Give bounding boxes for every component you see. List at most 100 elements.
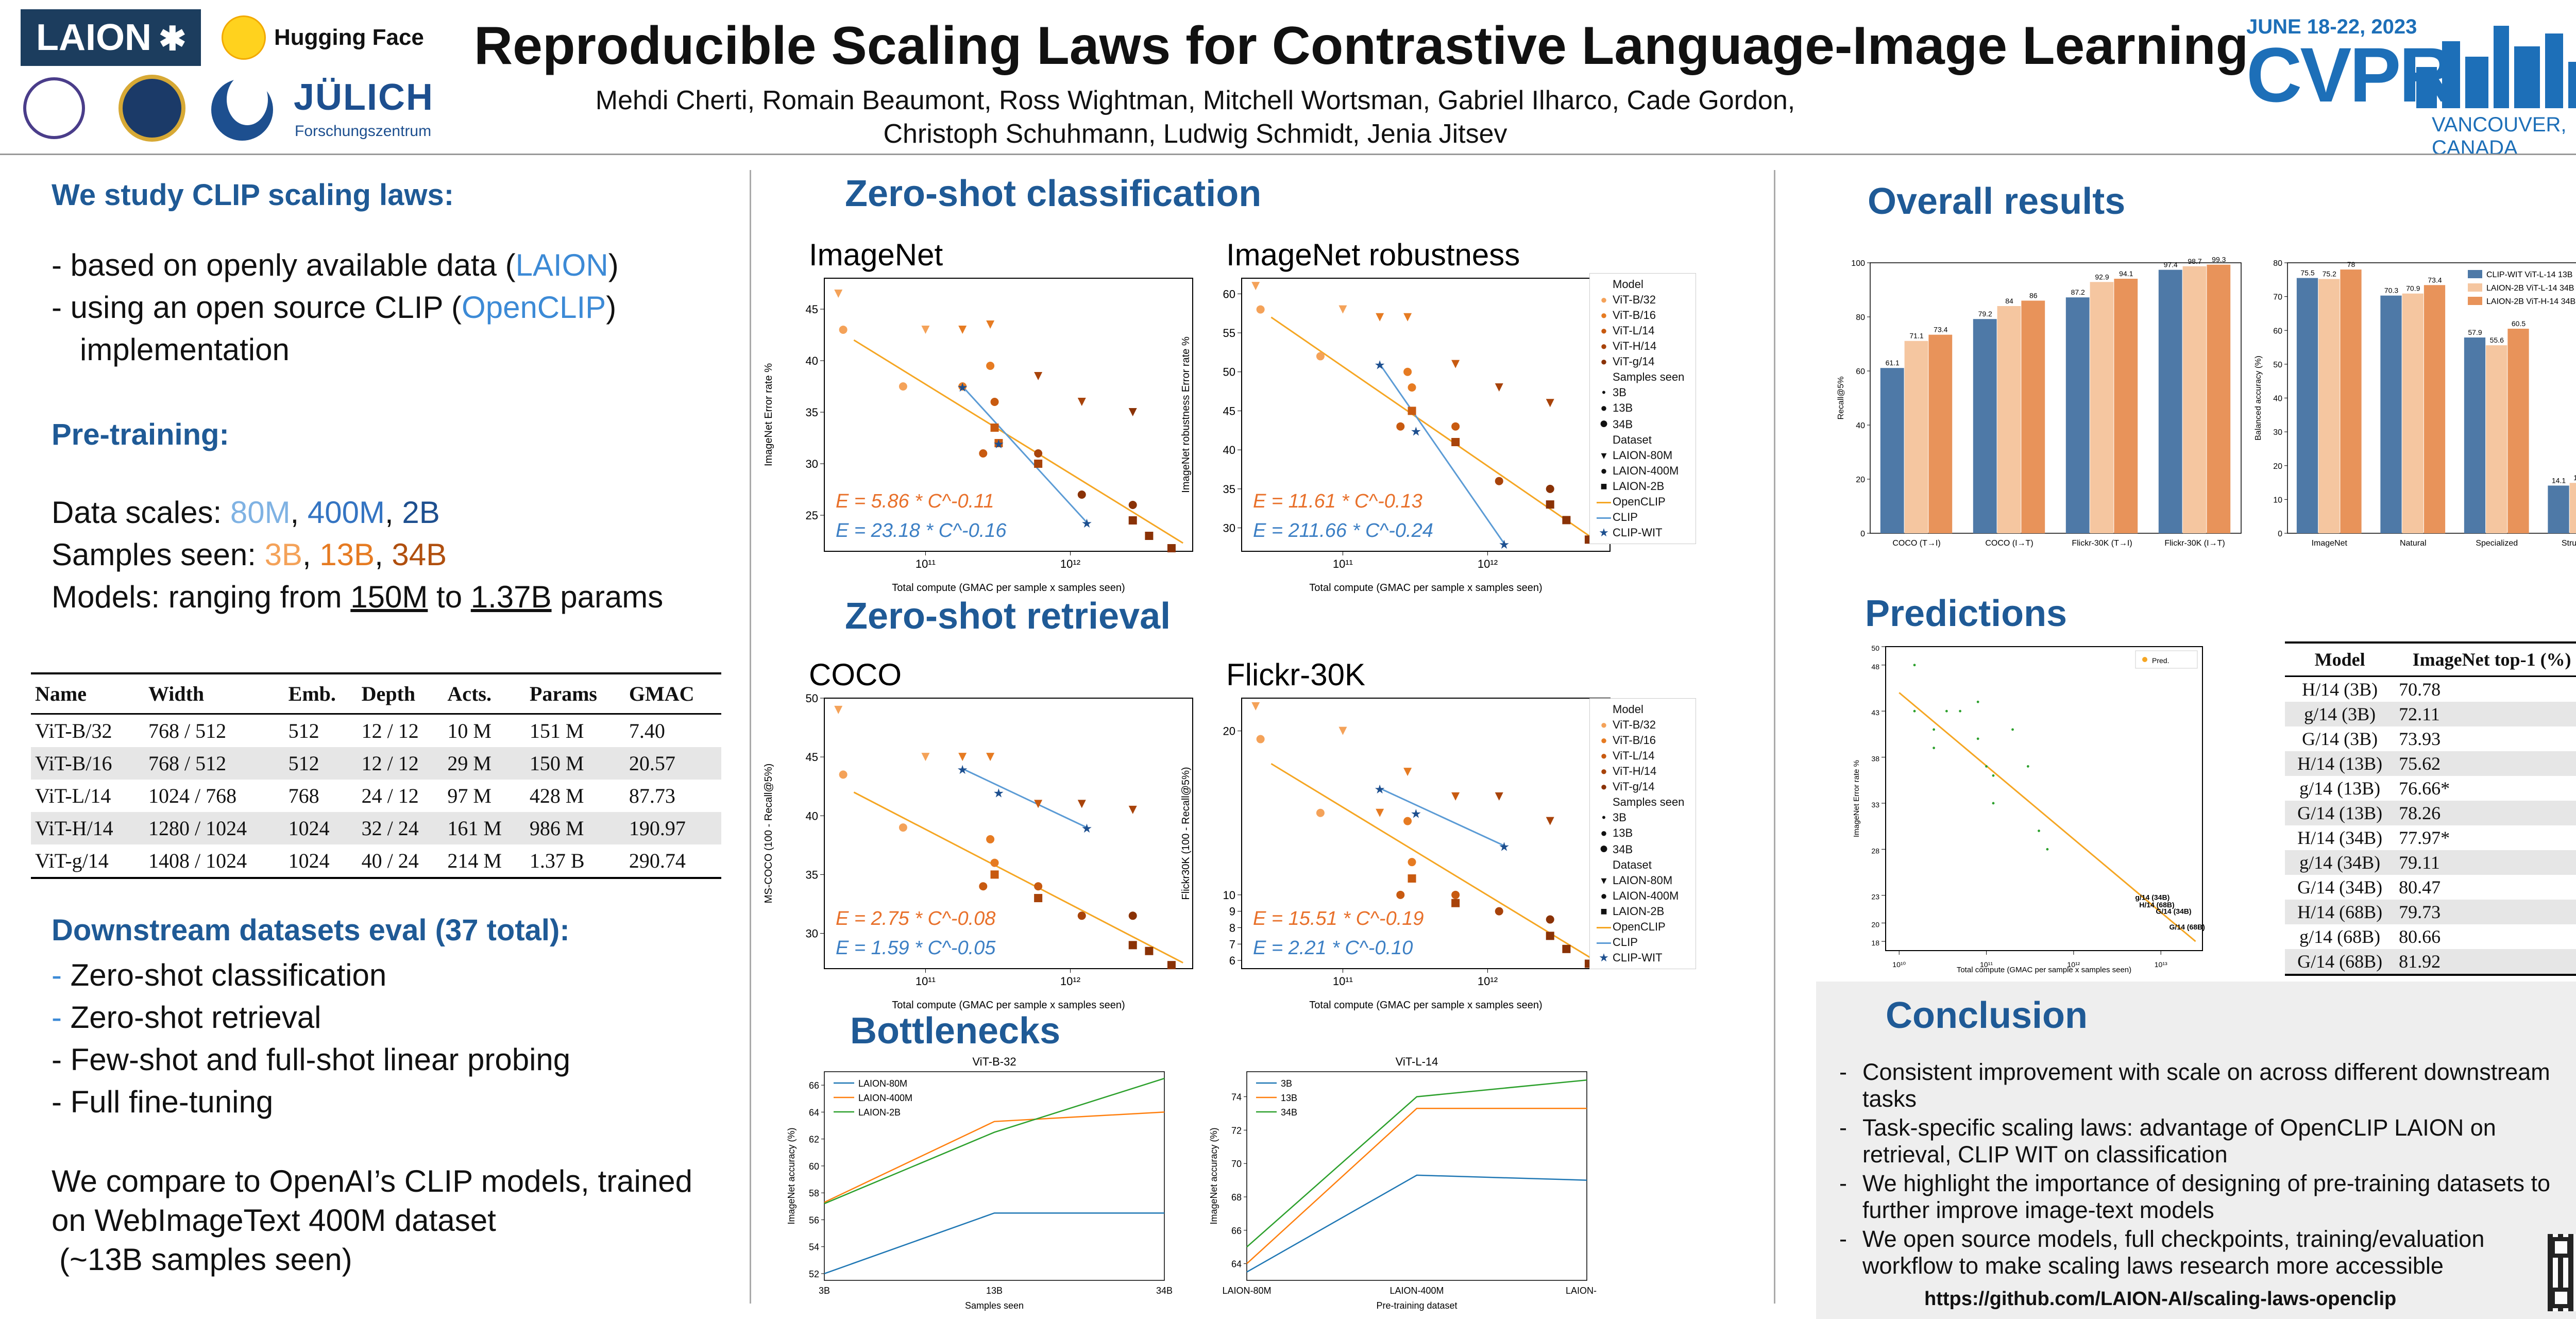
table-cell: 150 M bbox=[529, 752, 584, 775]
data-point-circle bbox=[839, 770, 848, 779]
chart-overall-classification: 0 10 20 30 40 50 60 70 80 Balanced accuracy (%) 75… bbox=[2254, 259, 2576, 548]
prediction-label: g/14 (34B) bbox=[2135, 893, 2170, 902]
list-item: - Full fine-tuning bbox=[52, 1085, 274, 1119]
data-point-circle bbox=[1316, 808, 1325, 817]
table-cell: 768 bbox=[288, 784, 319, 807]
university-seal-2 bbox=[118, 75, 185, 142]
table-cell: 29 M bbox=[447, 752, 492, 775]
x-tick-label: 10¹² bbox=[1478, 557, 1498, 570]
bar bbox=[1997, 306, 2021, 533]
legend-item: CLIP bbox=[1595, 510, 1690, 525]
y-tick-label: 20 bbox=[2273, 462, 2282, 471]
table-cell: 32 / 24 bbox=[361, 817, 419, 840]
data-point-circle bbox=[899, 382, 907, 391]
table-cell: 10 M bbox=[447, 719, 492, 742]
openclip-fit-line bbox=[853, 791, 1183, 963]
y-tick-label: 74 bbox=[1231, 1092, 1242, 1103]
table-cell: 214 M bbox=[447, 849, 502, 872]
table-cell: ViT-B/16 bbox=[35, 752, 112, 775]
data-point-circle bbox=[1408, 383, 1416, 392]
data-point-square bbox=[1034, 460, 1043, 468]
list-item: - We highlight the importance of designin… bbox=[1839, 1170, 2550, 1223]
table-cell: 512 bbox=[288, 719, 319, 742]
table-row: g/14 (3B) 72.11 bbox=[2285, 702, 2576, 726]
chart-predictions: 18 20 23 28 33 38 43 48 50 10¹⁰ 10¹¹ 10¹² 10¹³ Total … bbox=[1852, 644, 2205, 974]
table-cell: 12 / 12 bbox=[361, 719, 419, 742]
data-point-circle bbox=[1495, 477, 1503, 485]
pretraining-title: Pre-training: bbox=[52, 418, 229, 451]
legend-swatch bbox=[2468, 270, 2482, 278]
column-divider-2 bbox=[1774, 170, 1775, 1304]
github-link[interactable]: https://github.com/LAION-AI/scaling-laws… bbox=[1924, 1288, 2397, 1310]
x-tick-label: COCO (T→I) bbox=[1892, 539, 1940, 548]
legend-heading: Dataset bbox=[1613, 433, 1652, 446]
data-point-triangle bbox=[1077, 398, 1086, 406]
x-tick-label: Structured bbox=[2562, 539, 2576, 548]
legend-label: LAION-400M bbox=[858, 1093, 912, 1103]
downstream-list: - Zero-shot classification - Zero-shot r… bbox=[52, 954, 570, 1123]
y-tick-label: 50 bbox=[1223, 366, 1235, 379]
bar bbox=[2021, 300, 2045, 533]
series-line bbox=[1246, 1174, 1587, 1273]
clip-star-marker: ★ bbox=[1374, 783, 1385, 797]
y-axis-label: Flickr30K (100 - Recall@5%) bbox=[1180, 767, 1192, 900]
list-item: - Zero-shot retrieval bbox=[52, 1000, 321, 1035]
bar bbox=[2464, 337, 2486, 533]
y-tick-label: 58 bbox=[809, 1188, 819, 1198]
study-bullet-2: - using an open source CLIP (OpenCLIP) bbox=[52, 290, 617, 325]
table-cell: 20.57 bbox=[629, 752, 675, 775]
study-bullet-1: - based on openly available data (LAION) bbox=[52, 248, 619, 282]
laion-link[interactable]: LAION bbox=[515, 248, 608, 282]
data-point-circle bbox=[958, 382, 967, 391]
table-cell: g/14 (34B) bbox=[2299, 852, 2381, 873]
y-tick-label: 35 bbox=[1223, 483, 1235, 496]
bar-value-label: 71.1 bbox=[1909, 332, 1923, 340]
y-tick-label: 68 bbox=[1231, 1192, 1242, 1203]
pred-table-body: H/14 (3B) 70.78 g/14 (3B) 72.11 G/14 (3B) 73.… bbox=[2285, 677, 2576, 975]
data-point bbox=[1959, 709, 1961, 713]
data-point-circle bbox=[1077, 491, 1086, 499]
bar-value-label: 86 bbox=[2029, 292, 2038, 300]
chart-bottleneck-vitb32: ViT-B-32 52 54 56 58 60 62 64 66 3B 13B 34B Samples … bbox=[786, 1055, 1173, 1311]
data-point-triangle bbox=[834, 705, 843, 714]
table-cell: 512 bbox=[288, 752, 319, 775]
table-cell: 97 M bbox=[447, 784, 492, 807]
legend-item: ● ViT-g/14 bbox=[1600, 780, 1655, 793]
left-column: We study CLIP scaling laws: - based on o… bbox=[0, 155, 747, 1319]
data-point-triangle bbox=[1451, 360, 1460, 368]
table-row: H/14 (34B) 77.97* bbox=[2285, 825, 2576, 850]
legend-item: ▾ LAION-80M bbox=[1601, 874, 1673, 887]
y-tick-label: 54 bbox=[809, 1242, 819, 1253]
table-cell: 80.47 bbox=[2399, 877, 2441, 898]
y-tick-label: 40 bbox=[2273, 395, 2282, 403]
legend-heading: Samples seen bbox=[1613, 796, 1685, 808]
clip-star-marker: ★ bbox=[1499, 840, 1510, 854]
bar-value-label: 92.9 bbox=[2095, 273, 2109, 281]
y-tick-label: 60 bbox=[2273, 327, 2282, 335]
table-cell: 79.73 bbox=[2399, 902, 2441, 922]
data-point-square bbox=[994, 439, 1003, 447]
clip-star-marker: ★ bbox=[1411, 425, 1422, 438]
clip-fit-line bbox=[962, 768, 1088, 828]
qr-code-icon[interactable] bbox=[2548, 1234, 2576, 1311]
data-point-circle bbox=[1256, 305, 1265, 314]
table-cell: 1.37 B bbox=[529, 849, 585, 872]
data-point bbox=[2046, 848, 2049, 851]
data-point-square bbox=[1034, 894, 1043, 903]
bar bbox=[2424, 285, 2446, 533]
bar-value-label: 61.1 bbox=[1886, 359, 1900, 367]
data-point-circle bbox=[839, 326, 848, 334]
legend-item: ● 34B bbox=[1599, 415, 1633, 432]
x-tick-label: 10¹² bbox=[1060, 975, 1080, 988]
data-point bbox=[1976, 700, 1979, 703]
plot-frame bbox=[1246, 1071, 1587, 1281]
openclip-link[interactable]: OpenCLIP bbox=[462, 290, 606, 325]
data-point-square bbox=[1546, 932, 1554, 940]
data-point bbox=[1913, 709, 1916, 713]
bar-value-label: 94.1 bbox=[2119, 269, 2133, 278]
bar-value-label: 70.9 bbox=[2406, 284, 2420, 293]
data-point-square bbox=[1128, 941, 1137, 950]
clip-star-marker: ★ bbox=[1411, 807, 1422, 821]
data-point-triangle bbox=[1546, 817, 1554, 825]
julich-swoosh-cut bbox=[227, 74, 268, 125]
